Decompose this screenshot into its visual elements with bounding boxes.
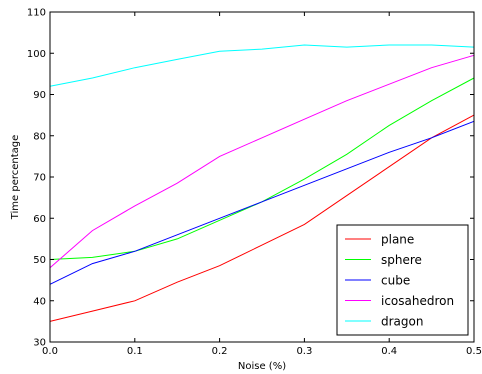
y-tick-label: 60 <box>33 214 46 225</box>
y-tick-label: 40 <box>33 296 46 307</box>
y-axis-label: Time percentage <box>10 135 21 221</box>
ticks-layer: 0.0 0.1 0.2 0.3 0.4 0.5 30 40 50 60 70 80 90 100 110 <box>27 8 482 358</box>
x-tick-label: 0.1 <box>127 346 143 357</box>
legend-label-dragon: dragon <box>381 315 423 329</box>
x-tick-label: 0.5 <box>466 346 482 357</box>
x-tick-label: 0.4 <box>381 346 397 357</box>
y-tick-label: 100 <box>27 49 46 60</box>
series-line-icosahedron <box>49 54 475 269</box>
y-tick-label: 90 <box>33 90 46 101</box>
legend: plane sphere cube icosahedron dragon <box>336 224 469 336</box>
legend-label-icosahedron: icosahedron <box>381 294 454 308</box>
x-tick-label: 0.0 <box>42 346 58 357</box>
x-axis-label: Noise (%) <box>238 361 286 372</box>
legend-label-plane: plane <box>381 233 414 247</box>
x-tick-label: 0.2 <box>212 346 228 357</box>
y-tick-label: 30 <box>33 338 46 349</box>
series-layer <box>49 44 475 322</box>
series-line-cube <box>49 120 475 285</box>
y-tick-label: 110 <box>27 8 46 19</box>
y-tick-label: 80 <box>33 131 46 142</box>
series-line-plane <box>49 114 475 322</box>
y-tick-label: 50 <box>33 255 46 266</box>
y-tick-label: 70 <box>33 173 46 184</box>
series-line-dragon <box>49 44 475 87</box>
legend-label-sphere: sphere <box>381 253 422 267</box>
x-tick-label: 0.3 <box>296 346 312 357</box>
legend-label-cube: cube <box>381 274 410 288</box>
